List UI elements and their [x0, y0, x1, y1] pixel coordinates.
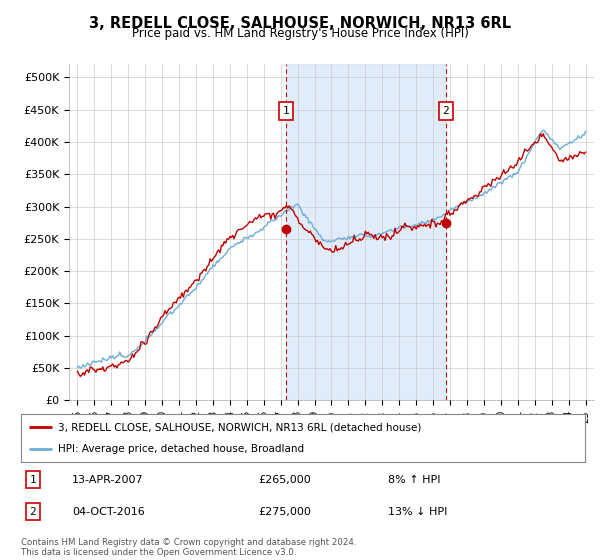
Bar	[286, 64, 446, 400]
Text: 1: 1	[29, 475, 36, 484]
Text: 3, REDELL CLOSE, SALHOUSE, NORWICH, NR13 6RL (detached house): 3, REDELL CLOSE, SALHOUSE, NORWICH, NR13…	[58, 422, 421, 432]
Text: Price paid vs. HM Land Registry's House Price Index (HPI): Price paid vs. HM Land Registry's House …	[131, 27, 469, 40]
Text: 2: 2	[29, 507, 36, 517]
Text: 3, REDELL CLOSE, SALHOUSE, NORWICH, NR13 6RL: 3, REDELL CLOSE, SALHOUSE, NORWICH, NR13…	[89, 16, 511, 31]
Text: 13% ↓ HPI: 13% ↓ HPI	[388, 507, 447, 517]
Text: Contains HM Land Registry data © Crown copyright and database right 2024.
This d: Contains HM Land Registry data © Crown c…	[21, 538, 356, 557]
Text: 1: 1	[283, 106, 289, 116]
Text: £265,000: £265,000	[258, 475, 311, 484]
Text: 8% ↑ HPI: 8% ↑ HPI	[388, 475, 440, 484]
Text: 2: 2	[442, 106, 449, 116]
Text: HPI: Average price, detached house, Broadland: HPI: Average price, detached house, Broa…	[58, 444, 304, 454]
Text: 04-OCT-2016: 04-OCT-2016	[72, 507, 145, 517]
Text: 13-APR-2007: 13-APR-2007	[72, 475, 143, 484]
Text: £275,000: £275,000	[258, 507, 311, 517]
